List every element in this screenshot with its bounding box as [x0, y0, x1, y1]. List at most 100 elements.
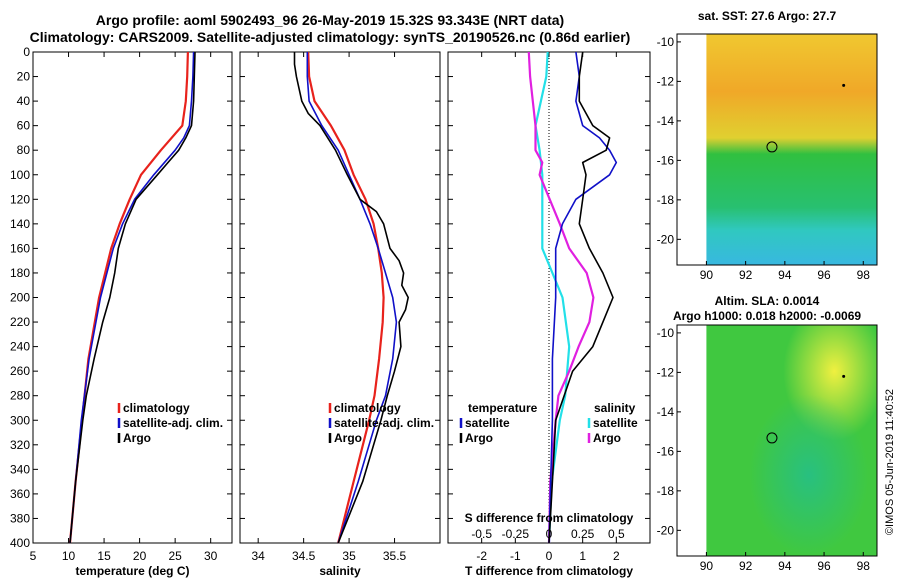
y-tick-label: 280: [10, 389, 30, 403]
sal-satellite-line: [306, 52, 398, 544]
panel-salinity: 34 34.5 35 35.5 salinity climatologysatellite…: [239, 51, 441, 578]
map-sst-map: 90 92 94 96 98 -10 -12 -14 -16 -18 -20 sat. SST: 27…: [657, 9, 878, 282]
y-tick-label: 320: [10, 438, 30, 452]
map-x-tick-label: 96: [817, 559, 831, 573]
diff-s-tick-label: 0: [546, 527, 553, 541]
diff-s-tick-label: -0.5: [471, 527, 492, 541]
temp-xlabel: temperature (deg C): [75, 564, 189, 578]
x-tick-label: -2: [476, 549, 487, 563]
x-tick-label: 5: [30, 549, 37, 563]
sal-legend-argo-label: Argo: [334, 431, 362, 445]
diff-s-argo-line: [527, 51, 595, 544]
y-tick-label: 220: [10, 315, 30, 329]
map-x-tick-label: 90: [700, 559, 714, 573]
map-y-tick-label: -10: [657, 326, 675, 340]
y-tick-label: 0: [23, 45, 30, 59]
x-tick-label: 1: [579, 549, 586, 563]
y-tick-label: 360: [10, 487, 30, 501]
map-sla-map: 90 92 94 96 98 -10 -12 -14 -16 -18 -20 Altim. SLA: …: [657, 294, 878, 573]
diff-legend-s-argo-label: Argo: [593, 431, 621, 445]
diff-legend-salinity-title: salinity: [594, 401, 636, 415]
x-tick-label: 35: [342, 549, 356, 563]
sal-argo-line: [293, 52, 410, 544]
sal-xlabel: salinity: [319, 564, 361, 578]
map-x-tick-label: 94: [778, 268, 792, 282]
map-x-tick-label: 90: [700, 268, 714, 282]
x-tick-label: 15: [97, 549, 111, 563]
sal-legend-satellite-label: satellite-adj. clim.: [334, 416, 434, 430]
argo-position-marker: [766, 432, 778, 444]
x-tick-label: 34: [252, 549, 266, 563]
diff-t-xlabel: T difference from climatology: [465, 564, 633, 578]
map-frame: [676, 324, 878, 557]
diff-s-satellite-line: [534, 51, 571, 544]
map-y-tick-label: -20: [657, 523, 675, 537]
x-tick-label: 2: [613, 549, 620, 563]
sal-legend-climatology-label: climatology: [334, 401, 401, 415]
diff-legend-t-argo-label: Argo: [465, 431, 493, 445]
map-title-line1: Altim. SLA: 0.0014: [715, 294, 820, 308]
temp-climatology-line: [68, 51, 189, 544]
map-y-tick-label: -12: [657, 74, 675, 88]
sla-low-anomaly: [706, 325, 877, 556]
diff-s-tick-label: -0.25: [502, 527, 530, 541]
map-y-tick-label: -18: [657, 193, 675, 207]
temp-argo-line: [69, 51, 196, 544]
figure-title-line2: Climatology: CARS2009. Satellite-adjuste…: [29, 29, 631, 45]
float-dot: [842, 83, 846, 87]
map-title-line2: Argo h1000: 0.018 h2000: -0.0069: [673, 309, 861, 323]
y-tick-label: 400: [10, 536, 30, 550]
map-y-tick-label: -16: [657, 444, 675, 458]
map-frame: [676, 33, 878, 266]
diff-legend-s-satellite-label: satellite: [593, 416, 638, 430]
y-tick-label: 380: [10, 511, 30, 525]
float-dot: [842, 374, 846, 378]
map-y-tick-label: -18: [657, 484, 675, 498]
diff-t-satellite-line: [548, 51, 618, 544]
map-x-tick-label: 94: [778, 559, 792, 573]
figure-title-line1: Argo profile: aoml 5902493_96 26-May-201…: [95, 12, 565, 28]
map-title-line1: sat. SST: 27.6 Argo: 27.7: [698, 9, 837, 23]
temp-satellite-line: [69, 51, 195, 544]
diff-s-tick-label: 0.5: [608, 527, 625, 541]
map-y-tick-label: -20: [657, 232, 675, 246]
y-tick-label: 180: [10, 266, 30, 280]
map-y-tick-label: -14: [657, 114, 675, 128]
y-tick-label: 120: [10, 192, 30, 206]
x-tick-label: 10: [62, 549, 76, 563]
map-x-tick-label: 98: [857, 268, 871, 282]
y-tick-label: 80: [17, 143, 31, 157]
y-tick-label: 300: [10, 413, 30, 427]
diff-legend-temperature-title: temperature: [468, 401, 538, 415]
panel-frame: [32, 51, 233, 544]
x-tick-label: 30: [204, 549, 218, 563]
diff-s-tick-label: 0.25: [571, 527, 595, 541]
y-tick-label: 100: [10, 168, 30, 182]
map-x-tick-label: 92: [739, 268, 753, 282]
y-tick-label: 20: [17, 70, 31, 84]
imos-credit: ©IMOS 05-Jun-2019 11:40:52: [884, 389, 896, 535]
map-y-tick-label: -10: [657, 35, 675, 49]
y-tick-label: 60: [17, 119, 31, 133]
map-y-tick-label: -12: [657, 365, 675, 379]
y-tick-label: 260: [10, 364, 30, 378]
map-x-tick-label: 98: [857, 559, 871, 573]
map-x-tick-label: 96: [817, 268, 831, 282]
x-tick-label: 20: [133, 549, 147, 563]
x-tick-label: 34.5: [292, 549, 316, 563]
map-y-tick-label: -14: [657, 405, 675, 419]
x-tick-label: -1: [510, 549, 521, 563]
x-tick-label: 35.5: [383, 549, 407, 563]
panel-frame: [239, 51, 441, 544]
panel-temperature: 0 20 40 60 80 100 120 140 160 180 200 220 240 260 280 3…: [10, 45, 233, 578]
diff-t-argo-line: [548, 51, 614, 544]
sst-field: [706, 34, 877, 265]
diff-s-xlabel: S difference from climatology: [465, 511, 634, 525]
argo-position-marker: [766, 141, 778, 153]
temp-legend-climatology-label: climatology: [123, 401, 190, 415]
diff-legend-t-satellite-label: satellite: [465, 416, 510, 430]
y-tick-label: 40: [17, 94, 31, 108]
x-tick-label: 25: [168, 549, 182, 563]
y-tick-label: 240: [10, 340, 30, 354]
